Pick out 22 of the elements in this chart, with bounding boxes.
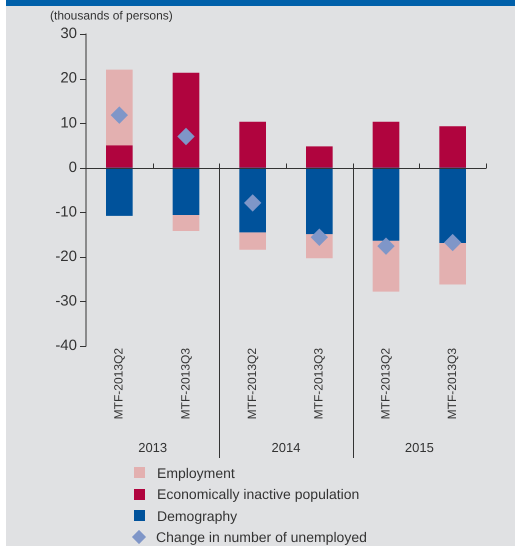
- legend-label: Demography: [157, 508, 238, 524]
- y-tick-label: -20: [55, 248, 77, 265]
- y-tick-label: 30: [60, 25, 77, 42]
- text: 2015: [404, 440, 434, 456]
- text: 2013: [138, 440, 168, 456]
- legend-label: Change in number of unemployed: [156, 529, 367, 546]
- x-tick-label: MTF-2013Q3: [312, 348, 326, 420]
- x-tick-label: MTF-2013Q3: [444, 348, 459, 420]
- x-tick-label: MTF-2013Q3: [178, 348, 192, 420]
- y-tick-label: 0: [68, 158, 77, 176]
- y-tick-label: 10: [60, 114, 77, 132]
- x-tick-label: MTF-2013Q2: [112, 348, 126, 420]
- legend-label: Employment: [157, 464, 235, 481]
- x-tick-label: MTF-2013Q2: [378, 348, 392, 420]
- y-tick-label: -10: [55, 203, 77, 220]
- legend-label: Economically inactive population: [157, 486, 360, 502]
- y-axis-title: (thousands of persons): [50, 8, 173, 22]
- y-tick-label: 20: [60, 70, 77, 87]
- y-tick-label: -30: [55, 292, 77, 310]
- y-tick-label: -40: [55, 337, 77, 354]
- text: 2014: [272, 440, 300, 456]
- x-tick-label: MTF-2013Q2: [244, 348, 259, 420]
